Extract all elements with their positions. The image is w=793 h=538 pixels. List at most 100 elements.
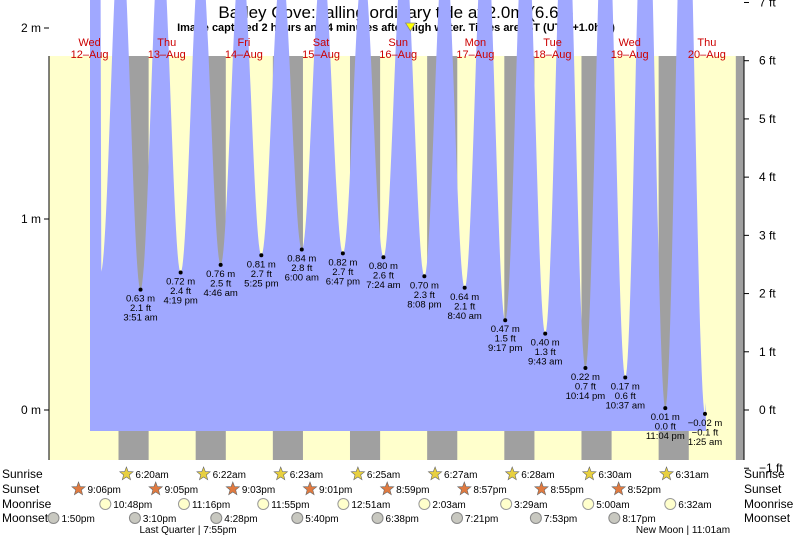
sunrise-icon <box>196 466 212 481</box>
sunset-time: 8:52pm <box>628 485 661 496</box>
tide-point <box>299 247 304 252</box>
tide-label: −0.1 ft <box>692 427 719 438</box>
sunset-icon <box>611 481 627 496</box>
moonset-time: 5:40pm <box>305 514 338 525</box>
day-name: Fri <box>237 37 250 49</box>
row-label-left: Moonset <box>2 511 49 525</box>
right-tick-label: 3 ft <box>759 228 776 242</box>
sunset-icon <box>148 481 164 496</box>
tide-label: 0.76 m <box>206 269 235 280</box>
right-tick-label: 5 ft <box>759 112 776 126</box>
tide-label: 0.47 m <box>491 324 520 335</box>
sunrise-icon <box>273 466 289 481</box>
tide-label: 0.0 ft <box>655 422 676 433</box>
moonset-time: 7:21pm <box>465 514 498 525</box>
tide-label: 0.64 m <box>450 292 479 303</box>
tide-area <box>90 0 706 431</box>
tide-label: 0.40 m <box>531 338 560 349</box>
tide-labels: 9:38 pm8.4 ft2.55 m0.63 m2.1 ft3:51 am10… <box>123 22 723 448</box>
tide-label: 2.1 ft <box>454 301 475 312</box>
moon-phase-last-quarter: Last Quarter | 7:55pm <box>139 525 236 536</box>
row-label-left: Sunset <box>2 482 40 496</box>
tide-point <box>503 318 508 323</box>
moonset-icon <box>529 512 542 524</box>
moonrise-time: 5:00am <box>596 500 629 511</box>
sunrise-time: 6:25am <box>367 470 400 481</box>
sunrise-time: 6:23am <box>290 470 323 481</box>
tide-point <box>663 406 668 411</box>
right-tick-label: 1 ft <box>759 345 776 359</box>
row-label-right: Moonrise <box>744 497 793 511</box>
day-name: Sun <box>388 37 408 49</box>
tide-label: 1.3 ft <box>535 347 556 358</box>
left-tick-label: 1 m <box>21 212 41 226</box>
moonset-time: 8:17pm <box>622 514 655 525</box>
sunset-time: 8:59pm <box>396 485 429 496</box>
sunrise-icon <box>504 466 520 481</box>
tide-label: 0.72 m <box>166 276 195 287</box>
tide-point <box>702 411 707 416</box>
tide-point <box>543 331 548 336</box>
tide-label: −0.02 m <box>688 418 723 429</box>
moonrise-icon <box>99 498 112 510</box>
tide-label: 2.6 ft <box>373 271 394 282</box>
moonrise-icon <box>257 498 270 510</box>
moonset-time: 1:50pm <box>61 514 94 525</box>
tide-label: 4:46 am <box>203 288 237 299</box>
sunrise-time: 6:31am <box>676 470 709 481</box>
tide-label: 1.5 ft <box>495 334 516 345</box>
moonrise-icon <box>337 498 350 510</box>
moonrise-time: 3:29am <box>514 500 547 511</box>
tide-label: 0.6 ft <box>615 391 636 402</box>
row-label-right: Sunrise <box>744 467 785 481</box>
left-tick-label: 2 m <box>21 21 41 35</box>
tide-point <box>623 375 628 380</box>
sunset-icon <box>71 481 87 496</box>
tide-label: 1:25 am <box>688 437 722 448</box>
tide-label: 7:24 am <box>366 280 400 291</box>
sunrise-time: 6:28am <box>521 470 554 481</box>
tide-label: 0.82 m <box>328 257 357 268</box>
tide-label: 8:40 am <box>448 311 482 322</box>
tide-label: 4:19 pm <box>163 295 197 306</box>
tide-label: 9:43 am <box>528 357 562 368</box>
tide-label: 10:37 am <box>605 401 645 412</box>
right-tick-label: 0 ft <box>759 403 776 417</box>
moonrise-icon <box>500 498 513 510</box>
sunrise-time: 6:22am <box>213 470 246 481</box>
day-date: 19–Aug <box>611 49 649 61</box>
night-band <box>735 56 744 460</box>
sunset-time: 8:57pm <box>473 485 506 496</box>
sunset-icon <box>533 481 549 496</box>
left-tick-label: 0 m <box>21 403 41 417</box>
tide-curve <box>90 0 706 431</box>
moonset-icon <box>291 512 304 524</box>
moonrise-time: 10:48pm <box>113 500 152 511</box>
tide-point <box>138 287 143 292</box>
tide-label: 2.3 ft <box>414 290 435 301</box>
moonrise-time: 11:16pm <box>192 500 230 511</box>
sunset-time: 9:01pm <box>319 485 352 496</box>
moonset-icon <box>451 512 464 524</box>
sunset-time: 9:05pm <box>165 485 198 496</box>
moonset-time: 6:38pm <box>386 514 419 525</box>
tide-label: 6:00 am <box>285 273 319 284</box>
day-name: Wed <box>618 37 640 49</box>
tide-point <box>178 270 183 275</box>
day-date: 20–Aug <box>688 49 726 61</box>
sunrise-icon <box>581 466 597 481</box>
moonrise-icon <box>418 498 431 510</box>
moonset-icon <box>371 512 384 524</box>
right-tick-label: −1 ft <box>759 461 783 475</box>
tide-label: 2.5 ft <box>210 278 231 289</box>
tide-point <box>381 255 386 260</box>
tide-label: 2.1 ft <box>130 303 151 314</box>
day-date: 15–Aug <box>302 49 340 61</box>
day-name: Tue <box>543 37 562 49</box>
sunrise-icon <box>118 466 134 481</box>
tide-label: 0.70 m <box>410 280 439 291</box>
moonrise-time: 11:55pm <box>271 500 309 511</box>
moonrise-icon <box>582 498 595 510</box>
tide-label: 2.4 ft <box>170 286 191 297</box>
